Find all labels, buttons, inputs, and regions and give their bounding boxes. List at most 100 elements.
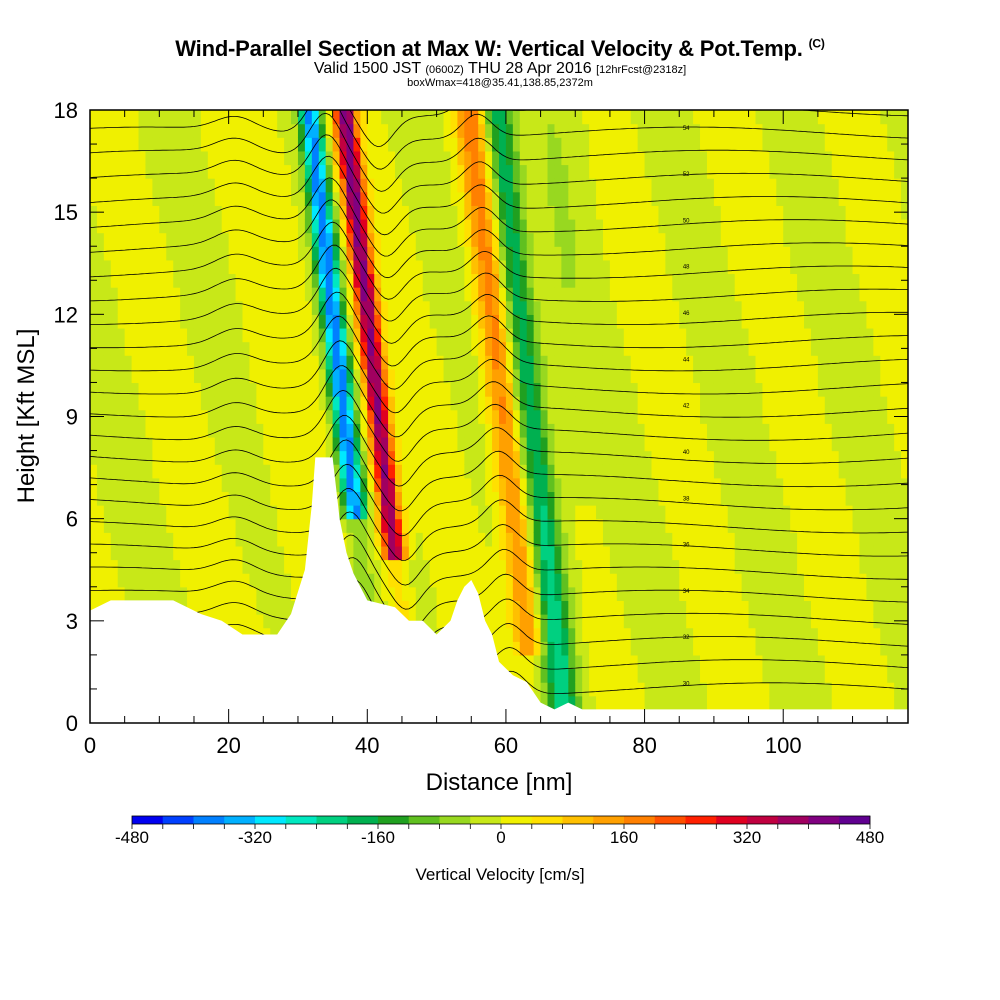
velocity-cell (304, 436, 313, 452)
velocity-cell (90, 314, 98, 329)
velocity-cell (706, 654, 715, 670)
velocity-cell (173, 368, 181, 384)
velocity-cell (242, 232, 251, 247)
velocity-cell (242, 518, 251, 533)
velocity-cell (797, 110, 805, 125)
velocity-cell (700, 668, 708, 683)
velocity-cell (609, 545, 618, 561)
velocity-cell (526, 627, 535, 642)
velocity-cell (249, 150, 257, 166)
velocity-cell (339, 246, 348, 261)
velocity-cell (131, 559, 140, 574)
velocity-cell (700, 232, 708, 247)
velocity-cell (609, 368, 618, 384)
velocity-cell (374, 450, 382, 465)
velocity-cell (228, 327, 237, 343)
velocity-cell (651, 259, 660, 275)
velocity-cell (769, 518, 777, 533)
velocity-cell (533, 382, 542, 397)
velocity-cell (630, 423, 639, 438)
velocity-cell (332, 273, 341, 288)
velocity-cell (804, 518, 812, 533)
velocity-cell (187, 327, 195, 343)
velocity-cell (492, 518, 500, 533)
velocity-cell (228, 164, 237, 179)
velocity-cell (145, 586, 153, 601)
velocity-cell (790, 300, 798, 315)
velocity-cell (769, 123, 777, 138)
velocity-cell (318, 178, 327, 193)
velocity-cell (630, 450, 639, 465)
velocity-cell (388, 532, 396, 547)
velocity-cell (270, 600, 278, 615)
velocity-cell (533, 464, 542, 479)
velocity-cell (429, 137, 438, 152)
velocity-cell (651, 300, 660, 315)
velocity-cell (110, 559, 119, 574)
velocity-cell (117, 123, 126, 138)
velocity-cell (616, 464, 625, 479)
velocity-cell (152, 368, 160, 384)
velocity-cell (644, 191, 653, 206)
velocity-cell (187, 150, 195, 166)
velocity-cell (436, 355, 445, 370)
velocity-cell (235, 600, 244, 615)
velocity-cell (304, 218, 313, 234)
velocity-cell (235, 436, 244, 452)
velocity-cell (193, 436, 202, 452)
velocity-cell (505, 641, 514, 656)
velocity-cell (810, 178, 819, 193)
velocity-cell (706, 450, 715, 465)
velocity-cell (582, 586, 590, 601)
velocity-cell (256, 396, 264, 411)
velocity-cell (554, 695, 562, 710)
velocity-cell (769, 532, 777, 547)
velocity-cell (720, 137, 729, 152)
velocity-cell (325, 273, 334, 288)
velocity-cell (277, 273, 285, 288)
velocity-cell (228, 600, 237, 615)
velocity-cell (762, 232, 770, 247)
velocity-cell (797, 246, 805, 261)
velocity-cell (485, 573, 493, 588)
velocity-cell (637, 695, 646, 710)
velocity-cell (332, 300, 341, 315)
velocity-cell (741, 368, 750, 384)
velocity-cell (159, 491, 167, 506)
velocity-cell (804, 137, 812, 152)
velocity-cell (415, 505, 424, 520)
velocity-cell (110, 409, 119, 424)
velocity-cell (505, 600, 514, 615)
velocity-cell (706, 314, 715, 329)
velocity-cell (187, 600, 195, 615)
velocity-cell (270, 314, 278, 329)
velocity-cell (159, 273, 167, 288)
velocity-cell (512, 409, 521, 424)
velocity-cell (616, 614, 625, 629)
velocity-cell (609, 178, 618, 193)
velocity-cell (200, 355, 209, 370)
velocity-cell (221, 246, 230, 261)
velocity-cell (388, 409, 396, 424)
velocity-cell (720, 559, 729, 574)
velocity-cell (797, 627, 805, 642)
velocity-cell (193, 110, 202, 125)
velocity-cell (187, 259, 195, 275)
velocity-cell (658, 477, 666, 493)
velocity-cell (852, 641, 861, 656)
velocity-cell (554, 287, 562, 302)
velocity-cell (741, 505, 750, 520)
velocity-cell (540, 355, 549, 370)
velocity-cell (679, 218, 687, 234)
velocity-cell (824, 150, 833, 166)
velocity-cell (395, 110, 403, 125)
velocity-cell (817, 641, 826, 656)
velocity-cell (817, 123, 826, 138)
velocity-cell (221, 436, 230, 452)
velocity-cell (103, 532, 112, 547)
velocity-cell (464, 341, 472, 356)
velocity-cell (616, 164, 625, 179)
velocity-cell (790, 191, 798, 206)
velocity-cell (776, 423, 784, 438)
velocity-cell (450, 532, 459, 547)
